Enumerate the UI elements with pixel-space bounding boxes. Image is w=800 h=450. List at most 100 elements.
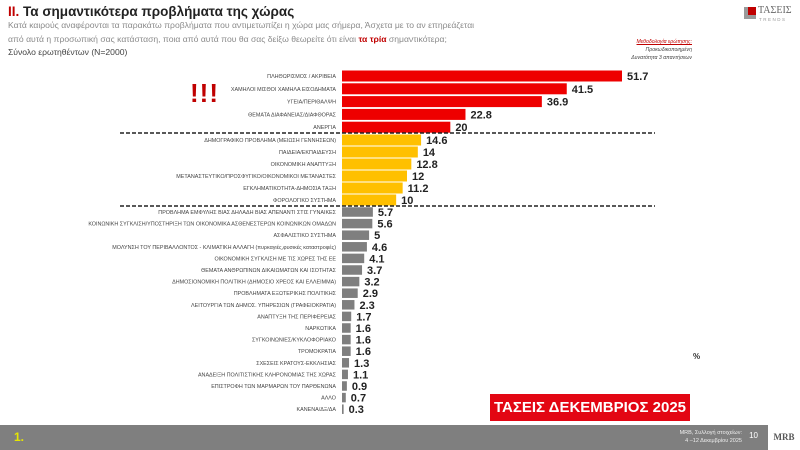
category-label: ΠΑΙΔΕΙΑ/ΕΚΠΑΙΔΕΥΣΗ <box>279 150 336 156</box>
bar <box>342 182 403 194</box>
category-label: ΑΝΑΠΤΥΞΗ ΤΗΣ ΠΕΡΙΦΕΡΕΙΑΣ <box>257 314 336 320</box>
category-label: ΜΕΤΑΝΑΣΤΕΥΤΙΚΟ/ΠΡΟΣΦΥΓΙΚΟ/ΟΙΚΟΝΟΜΙΚΟΙ ΜΕ… <box>176 174 336 180</box>
category-label: ΧΑΜΗΛΟΙ ΜΙΣΘΟΙ ΧΑΜΗΛΑ ΕΙΣΟΔΗΜΑΤΑ <box>231 87 336 93</box>
value-label: 1.3 <box>354 358 369 370</box>
category-label: ΔΗΜΟΣΙΟΝΟΜΙΚΗ ΠΟΛΙΤΙΚΗ (ΔΗΜΟΣΙΟ ΧΡΕΟΣ ΚΑ… <box>172 280 336 286</box>
value-label: 12.8 <box>416 159 437 171</box>
source-note: MRB, Συλλογή στοιχείων: 4 –12 Δεκεμβρίου … <box>679 430 742 444</box>
value-label: 4.6 <box>372 242 387 254</box>
category-label: ΟΙΚΟΝΟΜΙΚΗ ΣΥΓΚΛΙΣΗ ΜΕ ΤΙΣ ΧΩΡΕΣ ΤΗΣ ΕΕ <box>214 256 336 262</box>
value-label: 22.8 <box>470 109 491 121</box>
category-label: ΚΑΝΕΝΑ/ΔΞ/ΔΑ <box>297 407 337 413</box>
survey-stamp: ΤΑΣΕΙΣ ΔΕΚΕΜΒΡΙΟΣ 2025 <box>490 394 690 421</box>
bar <box>342 242 367 252</box>
footer: 1. MRB, Συλλογή στοιχείων: 4 –12 Δεκεμβρί… <box>0 425 800 450</box>
category-label: ΠΛΗΘΩΡΙΣΜΟΣ / ΑΚΡΙΒΕΙΑ <box>267 74 336 80</box>
value-label: 0.7 <box>351 393 366 405</box>
bar <box>342 96 542 108</box>
category-label: ΥΓΕΙΑ/ΠΕΡΙΘΑΛΨΗ <box>287 100 336 106</box>
value-label: 12 <box>412 171 424 183</box>
bar <box>342 83 567 95</box>
bar <box>342 358 350 368</box>
value-label: 51.7 <box>627 71 648 83</box>
unit-label: % <box>693 352 701 361</box>
mrb-logo: MRB <box>764 425 800 450</box>
bar <box>342 134 422 146</box>
bar <box>342 404 344 414</box>
value-label: 3.7 <box>367 265 382 277</box>
bar <box>342 158 412 170</box>
bar <box>342 392 346 403</box>
category-label: ΠΡΟΒΛΗΜΑ ΕΜΦΥΛΗΣ ΒΙΑΣ ΔΗΛΑΔΗ ΒΙΑΣ ΑΠΕΝΑΝ… <box>158 210 336 216</box>
page-number: 10 <box>749 431 758 440</box>
bar <box>342 369 348 380</box>
bar <box>342 323 351 333</box>
value-label: 0.3 <box>349 404 364 416</box>
value-label: 5.6 <box>377 219 392 231</box>
category-label: ΔΗΜΟΓΡΑΦΙΚΟ ΠΡΟΒΛΗΜΑ (ΜΕΙΩΣΗ ΓΕΝΝΗΣΕΩΝ) <box>204 138 336 144</box>
bar <box>342 300 355 310</box>
category-label: ΛΕΙΤΟΥΡΓΙΑ ΤΩΝ ΔΗΜΟΣ. ΥΠΗΡΕΣΙΩΝ (ΓΡΑΦΕΙΟ… <box>191 303 336 309</box>
category-label: ΣΧΕΣΕΙΣ ΚΡΑΤΟΥΣ-ΕΚΚΛΗΣΙΑΣ <box>256 361 336 367</box>
value-label: 4.1 <box>369 253 384 265</box>
value-label: 14.6 <box>426 135 447 147</box>
bar <box>342 311 352 322</box>
taseis-logo: ΤΑΣΕΙΣ TRENDS <box>744 5 792 27</box>
category-label: ΣΥΓΚΟΙΝΩΝΙΕΣ/ΚΥΚΛΟΦΟΡΙΑΚΟ <box>252 338 336 344</box>
methodology-note: Μεθοδολογία ερώτησης: Προκωδικοποιημένη Δυ… <box>631 39 692 61</box>
category-label: ΤΡΟΜΟΚΡΑΤΙΑ <box>298 349 337 355</box>
question-line-1: Κατά καιρούς αναφέρονται τα παρακάτω προ… <box>8 20 475 30</box>
value-label: 1.6 <box>356 346 371 358</box>
bar <box>342 194 397 206</box>
category-label: ΘΕΜΑΤΑ ΔΙΑΦΑΝΕΙΑΣ/ΔΙΑΦΘΟΡΑΣ <box>248 112 337 118</box>
bar <box>342 70 622 82</box>
value-label: 10 <box>401 195 413 207</box>
category-label: ΑΛΛΟ <box>321 396 336 402</box>
value-label: 5 <box>374 230 380 242</box>
bar <box>342 334 351 345</box>
bar <box>342 230 370 240</box>
category-label: ΠΡΟΒΛΗΜΑΤΑ ΕΞΩΤΕΡΙΚΗΣ ΠΟΛΙΤΙΚΗΣ <box>234 291 337 297</box>
value-label: 20 <box>455 122 467 134</box>
value-label: 14 <box>423 147 436 159</box>
value-label: 2.9 <box>363 288 378 300</box>
page-title: II. Τα σημαντικότερα προβλήματα της χώρα… <box>8 4 295 19</box>
value-label: 1.6 <box>356 323 371 335</box>
value-label: 36.9 <box>547 97 568 109</box>
category-label: ΘΕΜΑΤΑ ΑΝΘΡΩΠΙΝΩΝ ΔΙΚΑΙΩΜΑΤΩΝ ΚΑΙ ΙΣΟΤΗΤ… <box>201 268 337 274</box>
value-label: 41.5 <box>572 84 593 96</box>
bar <box>342 218 373 229</box>
slide-marker: 1. <box>14 430 25 444</box>
value-label: 11.2 <box>408 183 429 195</box>
bar <box>342 207 373 217</box>
category-label: ΝΑΡΚΩΤΙΚΑ <box>305 326 336 332</box>
bar <box>342 170 407 182</box>
value-label: 2.3 <box>359 300 374 312</box>
bar <box>342 288 358 298</box>
value-label: 1.7 <box>356 311 371 323</box>
bar <box>342 265 363 275</box>
bar <box>342 121 451 133</box>
category-label: ΕΓΚΛΗΜΑΤΙΚΟΤΗΤΑ-ΔΗΜΟΣΙΑ ΤΑΞΗ <box>243 186 336 192</box>
category-label: ΜΟΛΥΝΣΗ ΤΟΥ ΠΕΡΙΒΑΛΛΟΝΤΟΣ - ΚΛΙΜΑΤΙΚΗ ΑΛ… <box>112 244 336 251</box>
question-line-2: από αυτά η προσωπική σας κατάσταση, ποια… <box>8 34 447 44</box>
emphasis-marks: !!! <box>190 78 219 108</box>
value-label: 1.1 <box>353 369 368 381</box>
bar <box>342 346 351 356</box>
bar <box>342 253 365 264</box>
value-label: 3.2 <box>364 277 379 289</box>
category-label: ΟΙΚΟΝΟΜΙΚΗ ΑΝΑΠΤΥΞΗ <box>271 162 336 168</box>
bar <box>342 146 418 158</box>
bar <box>342 276 360 287</box>
value-label: 0.9 <box>352 381 367 393</box>
value-label: 5.7 <box>378 207 393 219</box>
category-label: ΑΝΑΔΕΙΞΗ ΠΟΛΙΤΙΣΤΙΚΗΣ ΚΛΗΡΟΝΟΜΙΑΣ ΤΗΣ ΧΩ… <box>198 372 337 378</box>
category-label: ΦΟΡΟΛΟΓΙΚΟ ΣΥΣΤΗΜΑ <box>273 198 336 204</box>
category-label: ΑΣΦΑΛΙΣΤΙΚΟ ΣΥΣΤΗΜΑ <box>273 233 336 239</box>
category-label: ΕΠΙΣΤΡΟΦΗ ΤΩΝ ΜΑΡΜΑΡΩΝ ΤΟΥ ΠΑΡΘΕΝΩΝΑ <box>211 384 336 390</box>
category-label: ΚΟΙΝΩΝΙΚΗ ΣΥΓΚΛΙΣΗ/ΥΠΟΣΤΗΡΙΞΗ ΤΩΝ ΟΙΚΟΝΟ… <box>88 222 336 228</box>
bar <box>342 108 466 120</box>
value-label: 1.6 <box>356 335 371 347</box>
category-label: ΑΝΕΡΓΙΑ <box>313 125 336 131</box>
